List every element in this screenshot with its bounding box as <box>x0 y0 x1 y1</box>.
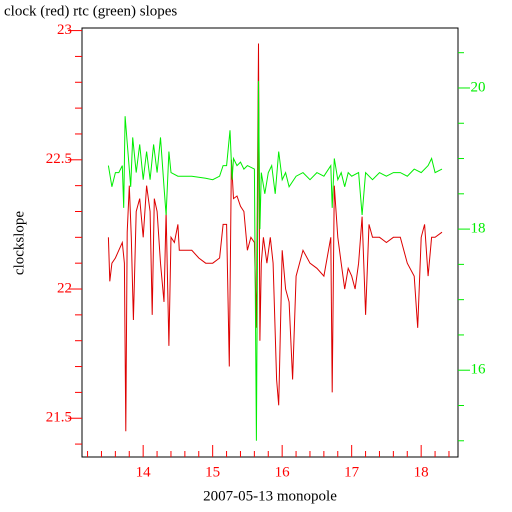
plot-frame <box>81 27 459 458</box>
y-axis-label: clockslope <box>11 211 27 275</box>
data-line <box>107 80 443 441</box>
y-tick-label: 22.5 <box>46 151 72 167</box>
y2-tick-label: 16 <box>471 362 487 378</box>
chart-title: clock (red) rtc (green) slopes <box>4 3 177 19</box>
y-tick-label: 21.5 <box>46 410 72 426</box>
x-tick-label: 14 <box>136 464 152 480</box>
data-line <box>107 43 443 432</box>
x-tick-label: 16 <box>275 464 291 480</box>
x-tick-label: 15 <box>205 464 220 480</box>
x-axis-label: 2007-05-13 monopole <box>203 488 337 504</box>
x-tick-label: 17 <box>344 464 360 480</box>
y-tick-label: 23 <box>57 22 72 38</box>
y2-tick-label: 20 <box>471 79 486 95</box>
y2-tick-label: 18 <box>471 221 486 237</box>
y-tick-label: 22 <box>57 280 72 296</box>
x-tick-label: 18 <box>414 464 429 480</box>
